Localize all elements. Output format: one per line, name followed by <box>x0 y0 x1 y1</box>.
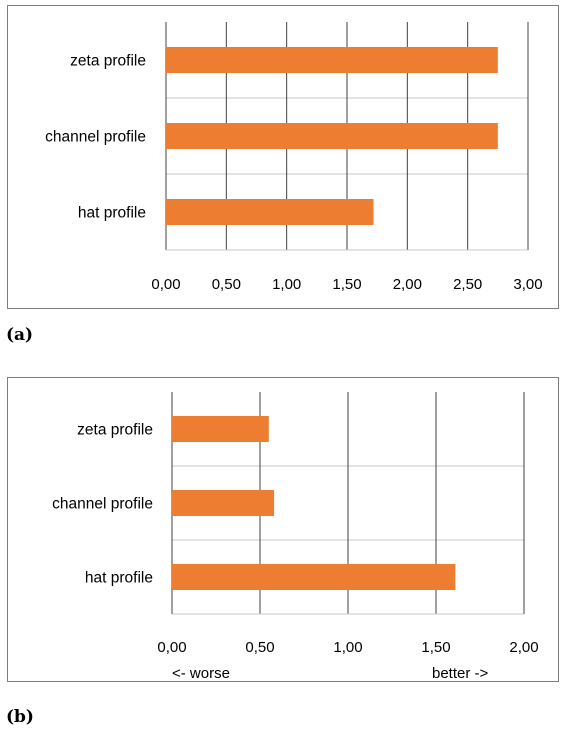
chart-a-category-label: hat profile <box>78 205 146 222</box>
chart-a-bar <box>166 47 498 73</box>
chart-b-category-label: hat profile <box>85 570 153 587</box>
chart-a-tick-label: 0,50 <box>212 276 241 293</box>
chart-a-tick-label: 1,00 <box>272 276 301 293</box>
chart-a-tick-label: 0,00 <box>151 276 180 293</box>
chart-b-category-label: zeta profile <box>77 422 153 439</box>
chart-a-tick-label: 3,00 <box>513 276 542 293</box>
chart-a-category-label: zeta profile <box>70 53 146 70</box>
chart-a-tick-label: 1,50 <box>332 276 361 293</box>
chart-b-frame <box>7 377 559 682</box>
panel-label-b: (b) <box>6 707 34 727</box>
chart-b-tick-label: 0,50 <box>245 639 274 656</box>
chart-a-category-label: channel profile <box>45 129 146 146</box>
chart-a-tick-label: 2,00 <box>393 276 422 293</box>
chart-a-bar <box>166 199 374 225</box>
chart-b-tick-label: 1,00 <box>333 639 362 656</box>
chart-b-bar <box>172 490 275 516</box>
chart-b-bar <box>172 416 269 442</box>
chart-b-bar <box>172 564 456 590</box>
chart-b-tick-label: 0,00 <box>157 639 186 656</box>
chart-b-category-label: channel profile <box>52 496 153 513</box>
chart-a-bar <box>166 123 498 149</box>
chart-b-tick-label: 1,50 <box>421 639 450 656</box>
panel-label-a: (a) <box>6 325 34 345</box>
chart-b-annotation-worse: <- worse <box>172 665 230 682</box>
chart-b-tick-label: 2,00 <box>509 639 538 656</box>
chart-b-annotation-better: better -> <box>432 665 489 682</box>
chart-a-tick-label: 2,50 <box>453 276 482 293</box>
